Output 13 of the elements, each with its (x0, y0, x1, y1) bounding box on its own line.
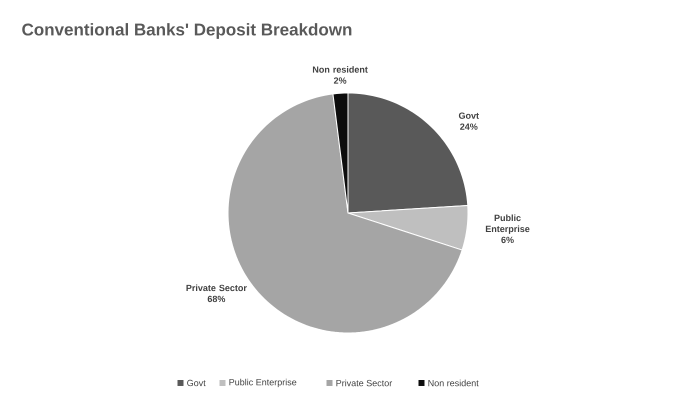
data-label: 24% (460, 123, 478, 130)
legend-label: Public Enterprise (229, 378, 296, 388)
data-label: 6% (501, 236, 514, 244)
legend-label: Govt (187, 380, 206, 386)
slice-label: Govt (458, 112, 479, 119)
slice-label: Public Enterprise (486, 214, 530, 234)
slice-label: Non resident (312, 66, 368, 73)
legend-label: Non resident (428, 380, 479, 386)
data-label: 2% (334, 77, 346, 84)
slice-label: Private Sector (186, 284, 247, 292)
data-label: 68% (208, 296, 226, 302)
legend-label: Private Sector (336, 380, 392, 386)
chart-title: Conventional Banks' Deposit Breakdown (22, 23, 352, 39)
